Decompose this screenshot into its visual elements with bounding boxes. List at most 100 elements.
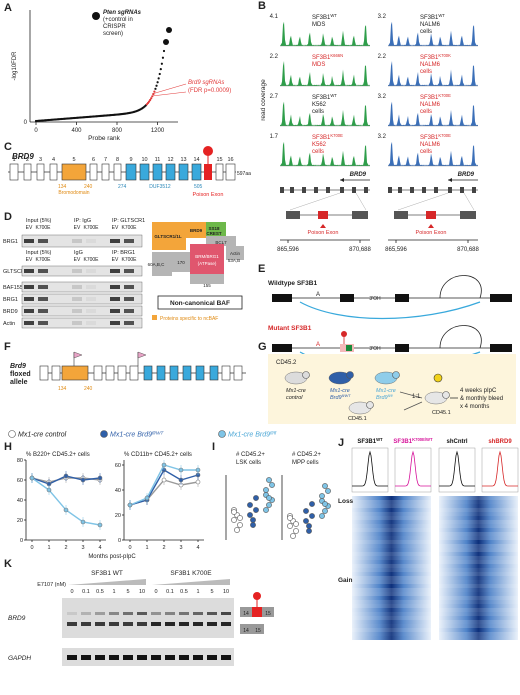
track-sub: cells <box>420 149 432 155</box>
point <box>263 487 269 493</box>
track-title: SF3B1K700E <box>420 93 451 102</box>
profile-box <box>351 447 389 493</box>
band <box>221 622 231 626</box>
exon <box>252 624 264 634</box>
lane-label: K700E <box>83 257 99 263</box>
band <box>81 612 91 615</box>
legend-text: Mx1-cre Brd9fl/WT <box>110 430 164 439</box>
band <box>110 321 120 325</box>
tick-label: 1 <box>145 545 148 551</box>
plot-title: % CD11b+ CD45.2+ cells <box>124 452 192 458</box>
domain-label: Bromodomain <box>58 190 89 196</box>
heat-shade <box>352 564 431 568</box>
band <box>24 321 34 325</box>
exon <box>23 163 32 181</box>
heat-shade <box>439 636 518 640</box>
heat-shade <box>439 600 518 604</box>
band <box>72 239 82 243</box>
exon <box>125 163 137 181</box>
exon <box>39 365 49 381</box>
max-label: 4.1 <box>270 14 279 20</box>
lariat <box>439 325 482 349</box>
key-swatch <box>152 315 157 320</box>
exon <box>117 365 127 381</box>
aa-label: 597aa <box>237 171 251 177</box>
mouse-label: CD45.1 <box>348 416 367 422</box>
band <box>24 239 34 243</box>
point <box>269 482 275 488</box>
profile <box>395 450 431 487</box>
track-title: SF3B1WT <box>312 13 337 22</box>
blot <box>21 281 143 293</box>
exon <box>61 365 89 381</box>
max-label: 1.7 <box>270 134 279 140</box>
band <box>193 655 203 660</box>
mouse-head <box>302 371 310 379</box>
heat-shade <box>352 544 431 548</box>
row-label: Actin <box>3 321 15 327</box>
blot <box>21 265 143 277</box>
probe-dot <box>149 98 152 102</box>
mouse-label: Mx1-cre <box>286 388 306 394</box>
band-label: BRD9 <box>8 615 26 622</box>
subunit-label: (ATPase) <box>198 261 217 266</box>
poison-exon <box>204 164 212 180</box>
heat-shade <box>439 592 518 596</box>
band <box>86 297 96 301</box>
heat-shade <box>439 596 518 600</box>
exon <box>195 365 205 381</box>
point <box>80 477 86 483</box>
profile-box <box>394 447 432 493</box>
exon <box>398 187 402 193</box>
tick-label: 60 <box>17 478 23 484</box>
dose-label: 1 <box>112 589 115 595</box>
tick-label: 3 <box>179 545 182 551</box>
point <box>63 473 69 479</box>
heat-shade <box>439 604 518 608</box>
band-label: GAPDH <box>8 655 31 662</box>
band <box>38 321 48 325</box>
band <box>137 655 147 660</box>
exon <box>302 187 306 193</box>
band <box>110 297 120 301</box>
band <box>86 269 96 273</box>
text-part: Mx1-cre control <box>18 432 67 439</box>
point <box>303 508 309 514</box>
dose-wedge <box>152 579 230 585</box>
row-label: BRD9 <box>3 309 18 315</box>
marker <box>320 224 326 228</box>
probe-dot <box>150 97 153 100</box>
point <box>290 533 296 539</box>
heat-shade <box>352 528 431 532</box>
subunit-label: 53A,B <box>228 258 240 263</box>
heat-shade <box>352 508 431 512</box>
arrows <box>399 391 423 411</box>
superscript: WT <box>330 93 337 98</box>
point <box>231 517 237 523</box>
lane-label: K700E <box>83 225 99 231</box>
heat-shade <box>439 532 518 536</box>
band <box>109 655 119 660</box>
exon <box>240 624 252 634</box>
band <box>123 612 133 615</box>
lollipop <box>253 592 261 600</box>
heat-shade <box>439 568 518 572</box>
exon <box>36 163 45 181</box>
row-title: Mutant SF3B1 <box>268 325 312 332</box>
exon <box>101 163 110 181</box>
lariat <box>439 275 482 299</box>
heat-shade <box>439 528 518 532</box>
point <box>234 527 240 533</box>
heat-shade <box>439 616 518 620</box>
tick-label: 40 <box>115 488 121 494</box>
point <box>247 512 253 518</box>
lane-label: EV <box>112 257 119 263</box>
exon <box>272 294 292 302</box>
exon <box>178 163 189 181</box>
point <box>250 517 256 523</box>
max-label: 2.2 <box>270 54 279 60</box>
panel-label: D <box>4 211 12 223</box>
band <box>86 321 96 325</box>
allele-label: allele <box>10 379 28 386</box>
heat-shade <box>439 508 518 512</box>
